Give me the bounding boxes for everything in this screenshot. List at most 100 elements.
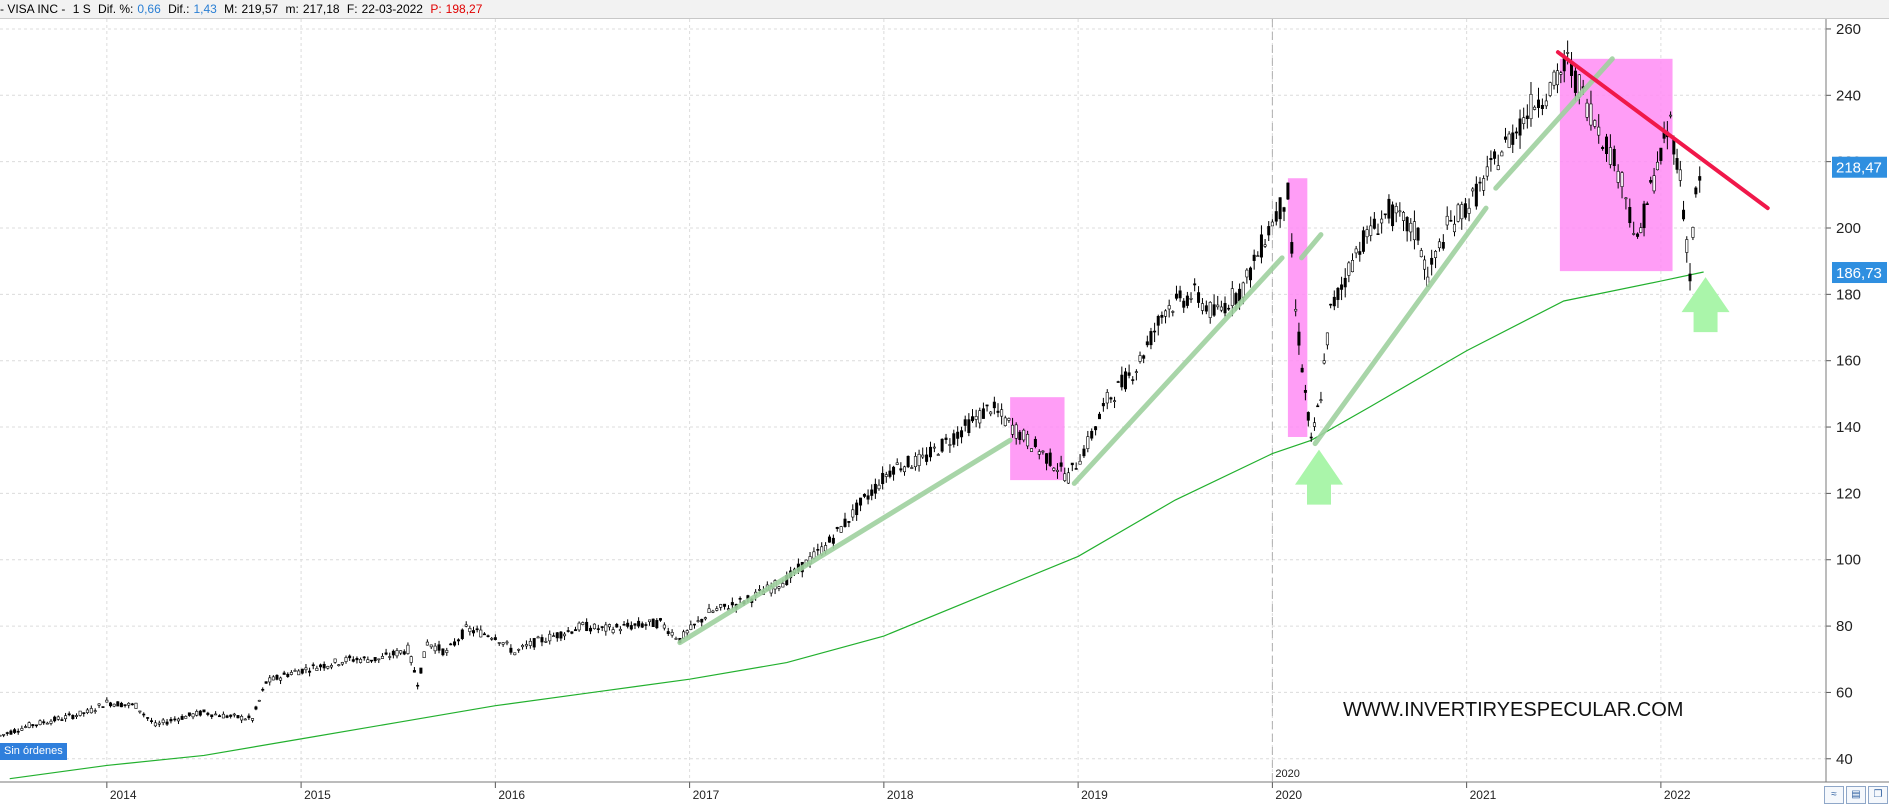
candle-body <box>300 668 304 674</box>
candle-body <box>1063 473 1067 481</box>
candle-body <box>847 521 851 523</box>
candle-body <box>67 713 71 716</box>
min-label: m: <box>285 2 299 16</box>
candle-body <box>992 401 996 409</box>
price-tag-label: 218,47 <box>1836 160 1882 177</box>
candle-body <box>827 536 831 543</box>
candle-body <box>1694 187 1698 195</box>
candle-body <box>1290 242 1294 254</box>
candle-body <box>666 631 670 634</box>
candle-body <box>1145 341 1149 346</box>
candle-body <box>517 648 521 651</box>
candle-body <box>395 650 399 657</box>
orders-status-badge[interactable]: Sin órdenes <box>0 743 67 760</box>
candle-body <box>622 624 626 626</box>
candle-body <box>544 641 548 643</box>
y-tick-label: 120 <box>1836 485 1861 502</box>
candle-body <box>195 711 199 716</box>
candle-body <box>600 626 604 628</box>
candle-body <box>948 444 952 446</box>
candle-body <box>604 624 608 632</box>
candle-body <box>377 658 381 661</box>
candle-body <box>1316 405 1320 408</box>
y-tick-label: 180 <box>1836 286 1861 303</box>
chart-toolbar: ≈ ▤ ❐ <box>1824 786 1888 806</box>
candle-body <box>738 598 742 600</box>
candle-body <box>1000 409 1004 417</box>
candle-body <box>206 712 210 715</box>
candle-body <box>157 722 161 725</box>
candle-body <box>873 483 877 494</box>
candle-body <box>963 419 967 426</box>
candle-body <box>138 710 142 713</box>
support-trendline <box>1299 232 1324 261</box>
candle-body <box>1361 230 1365 252</box>
candle-body <box>348 655 352 659</box>
candle-body <box>859 497 863 506</box>
candle-body <box>1682 209 1686 220</box>
x-axis-panel <box>0 782 1889 808</box>
candle-body <box>1620 172 1624 187</box>
candle-body <box>355 657 359 661</box>
candle-body <box>662 624 666 629</box>
candle-body <box>866 495 870 500</box>
candle-body <box>315 667 319 671</box>
candle-body <box>1227 307 1231 310</box>
candle-body <box>1343 277 1347 288</box>
candle-body <box>884 474 888 477</box>
candle-body <box>1278 197 1282 220</box>
candle-body <box>1256 255 1260 257</box>
candle-body <box>1394 206 1398 214</box>
candle-body <box>1655 161 1659 171</box>
candle-body <box>501 642 505 645</box>
candle-body <box>1585 102 1589 118</box>
info-bar: - VISA INC - 1 S Dif. %: 0,66 Dif.: 1,43 M… <box>0 0 1889 19</box>
candle-body <box>1555 70 1559 86</box>
candle-body <box>1482 178 1486 191</box>
max-label: M: <box>224 2 238 16</box>
candle-body <box>1503 136 1507 140</box>
candle-body <box>592 623 596 630</box>
candle-body <box>1282 207 1286 212</box>
date-label: F: <box>346 2 358 16</box>
date-value: 22-03-2022 <box>361 2 423 16</box>
resistance-trendline <box>1555 50 1770 211</box>
candle-body <box>1632 233 1636 235</box>
candle-body <box>1223 302 1227 314</box>
candle-body <box>1045 453 1049 464</box>
waves-icon[interactable]: ≈ <box>1824 786 1844 804</box>
x-tick-label: 2016 <box>498 788 525 802</box>
candle-body <box>615 624 619 628</box>
candle-body <box>644 624 648 626</box>
candlestick-series <box>0 40 1702 738</box>
candle-body <box>596 628 600 630</box>
candle-body <box>1156 315 1160 326</box>
candle-body <box>1164 310 1168 317</box>
candle-body <box>1639 227 1643 233</box>
candle-body <box>640 623 644 628</box>
candle-body <box>326 666 330 669</box>
candle-body <box>1441 242 1445 249</box>
candle-body <box>380 656 384 659</box>
price-tag <box>1832 156 1887 178</box>
candle-body <box>289 672 293 675</box>
support-trendline <box>1312 205 1489 447</box>
x-tick-label: 2015 <box>304 788 331 802</box>
candle-body <box>1332 296 1336 307</box>
candle-body <box>71 715 75 719</box>
candle-body <box>38 720 42 726</box>
candle-body <box>1467 207 1471 214</box>
save-icon[interactable]: ▤ <box>1846 786 1866 804</box>
y-tick-label: 60 <box>1836 684 1853 701</box>
candle-body <box>843 518 847 527</box>
candle-body <box>1624 197 1628 200</box>
candle-body <box>1559 72 1563 75</box>
candle-body <box>198 710 202 716</box>
candle-body <box>229 714 233 717</box>
copy-icon[interactable]: ❐ <box>1868 786 1888 804</box>
candle-body <box>1312 422 1316 427</box>
candle-body <box>1430 257 1434 265</box>
candle-body <box>221 713 225 719</box>
candle-body <box>1354 248 1358 254</box>
